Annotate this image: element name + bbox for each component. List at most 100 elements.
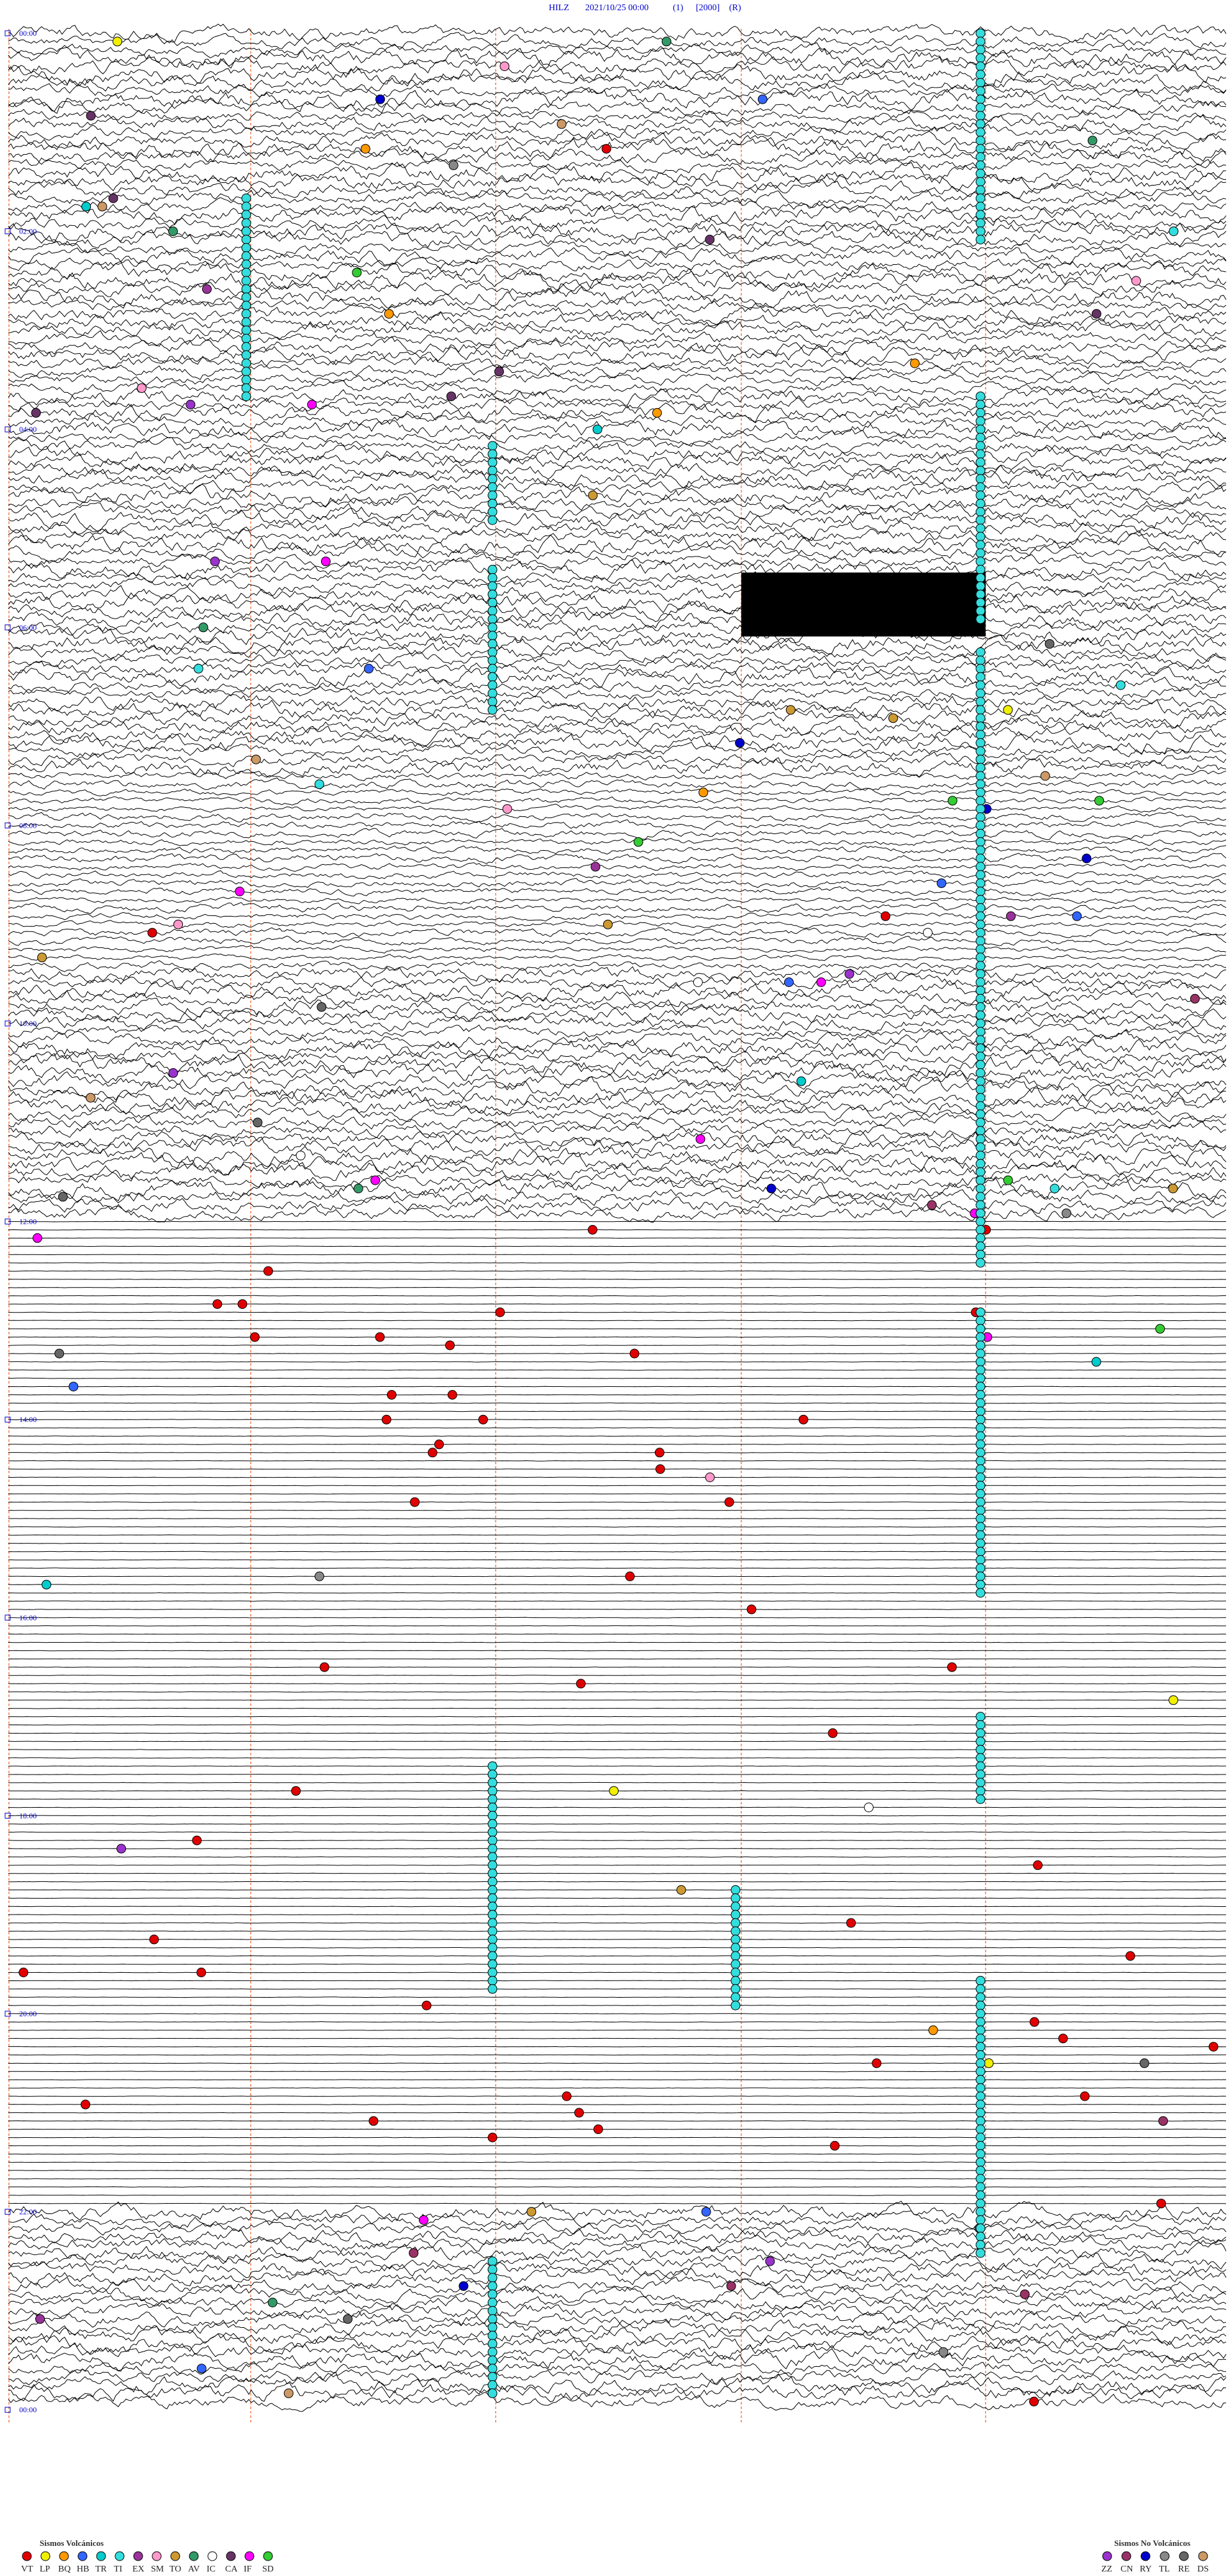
event-marker — [975, 1109, 986, 1119]
event-marker — [726, 2281, 736, 2291]
event-marker — [314, 779, 324, 789]
trace — [8, 2062, 1227, 2064]
trace — [8, 197, 1227, 216]
event-marker — [210, 557, 220, 567]
event-marker — [487, 2347, 498, 2357]
trace — [8, 437, 1227, 457]
event-marker — [241, 292, 251, 303]
trace — [8, 694, 1227, 711]
trace — [8, 2318, 1227, 2338]
trace — [8, 741, 1227, 761]
trace — [8, 507, 1227, 533]
event-marker — [661, 36, 672, 47]
trace — [8, 1840, 1226, 1842]
trace — [8, 927, 1227, 938]
event-marker — [975, 1010, 986, 1020]
event-marker — [975, 1571, 986, 1581]
event-marker — [487, 1869, 498, 1879]
event-marker — [765, 2256, 775, 2266]
trace — [8, 1815, 1226, 1817]
event-marker — [487, 1810, 498, 1821]
event-marker — [652, 407, 662, 418]
trace — [8, 1625, 1226, 1627]
trace — [8, 56, 1227, 77]
trace — [8, 1295, 1226, 1297]
event-marker — [975, 466, 986, 476]
event-marker — [975, 1513, 986, 1524]
event-marker — [784, 977, 794, 987]
trace — [8, 413, 1227, 432]
trace — [8, 1732, 1226, 1734]
event-marker — [828, 1728, 838, 1738]
event-marker — [487, 1794, 498, 1805]
event-marker — [730, 1926, 741, 1936]
event-marker — [975, 61, 986, 72]
trace — [8, 1070, 1227, 1090]
event-marker — [975, 1744, 986, 1755]
event-marker — [975, 498, 986, 509]
event-marker — [241, 276, 251, 286]
trace — [8, 686, 1227, 701]
event-marker — [975, 2140, 986, 2151]
trace — [8, 676, 1227, 695]
event-marker — [448, 160, 459, 170]
trace — [8, 355, 1227, 370]
event-marker — [730, 1934, 741, 1945]
legend-label: DS — [1197, 2564, 1209, 2574]
trace — [8, 303, 1227, 326]
event-marker — [478, 1414, 488, 1425]
event-marker — [975, 391, 986, 402]
trace — [8, 1782, 1226, 1783]
trace — [8, 1931, 1227, 1932]
event-marker — [975, 705, 986, 715]
trace — [8, 1270, 1227, 1272]
trace — [8, 1774, 1226, 1775]
event-marker — [975, 1027, 986, 1037]
trace — [8, 298, 1227, 313]
event-marker — [757, 94, 767, 104]
event-marker — [655, 1464, 665, 1474]
event-marker — [975, 226, 986, 237]
trace — [8, 1221, 1226, 1222]
legend-label: RY — [1140, 2564, 1152, 2574]
event-marker — [487, 2330, 498, 2341]
event-marker — [487, 1844, 498, 1854]
event-marker — [975, 1382, 986, 1392]
event-marker — [975, 2174, 986, 2184]
event-marker — [975, 1332, 986, 1342]
trace — [8, 715, 1227, 736]
trace — [8, 1864, 1226, 1866]
trace — [8, 32, 1227, 49]
event-marker — [975, 1217, 986, 1227]
legend-label: HB — [77, 2564, 89, 2574]
event-marker — [975, 1126, 986, 1136]
event-marker — [830, 2140, 840, 2151]
trace — [8, 724, 1227, 747]
trace — [8, 130, 1227, 152]
trace — [8, 2201, 1227, 2223]
event-marker — [975, 201, 986, 212]
event-marker — [975, 771, 986, 781]
event-marker — [193, 663, 203, 674]
event-marker — [241, 342, 251, 352]
event-marker — [975, 2074, 986, 2085]
trace — [8, 1567, 1227, 1569]
trace — [8, 496, 1227, 511]
trace — [8, 1096, 1227, 1117]
station: HILZ — [549, 3, 569, 13]
trace — [8, 73, 1227, 93]
event-marker — [975, 523, 986, 533]
event-marker — [975, 53, 986, 63]
trace — [8, 1600, 1226, 1602]
event-marker — [975, 2248, 986, 2258]
event-marker — [487, 1968, 498, 1977]
event-marker — [35, 2314, 45, 2324]
event-marker — [975, 746, 986, 756]
trace — [8, 1151, 1227, 1176]
event-marker — [1019, 2289, 1030, 2300]
trace — [8, 2368, 1227, 2386]
trace — [8, 853, 1227, 864]
hour-marker — [4, 624, 11, 631]
trace — [8, 429, 1227, 447]
event-marker — [654, 1448, 665, 1458]
